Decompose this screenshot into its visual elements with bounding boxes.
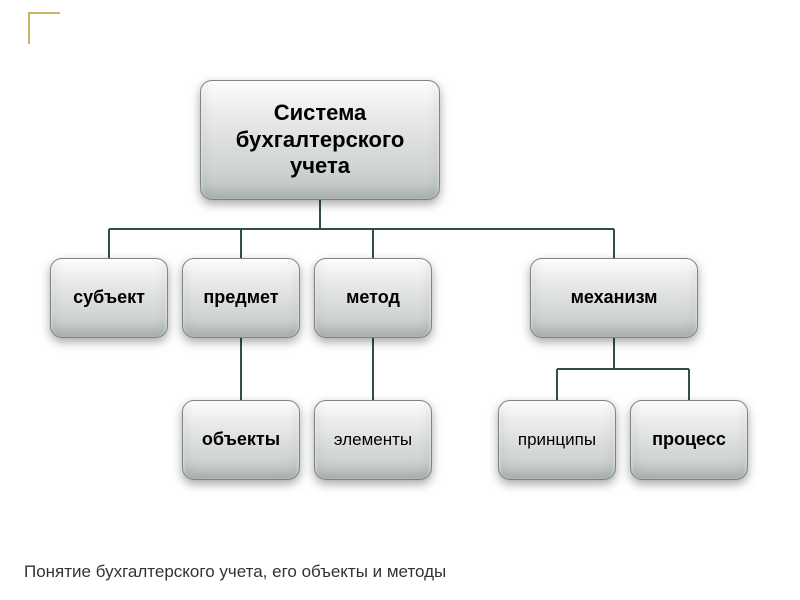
node-elements: элементы: [314, 400, 432, 480]
diagram-caption: Понятие бухгалтерского учета, его объект…: [24, 562, 446, 582]
node-subject: субъект: [50, 258, 168, 338]
node-objects: объекты: [182, 400, 300, 480]
node-principles: принципы: [498, 400, 616, 480]
frame-corner: [28, 12, 60, 44]
node-mechanism: механизм: [530, 258, 698, 338]
node-predmet: предмет: [182, 258, 300, 338]
node-root: Система бухгалтерского учета: [200, 80, 440, 200]
node-method: метод: [314, 258, 432, 338]
node-process: процесс: [630, 400, 748, 480]
